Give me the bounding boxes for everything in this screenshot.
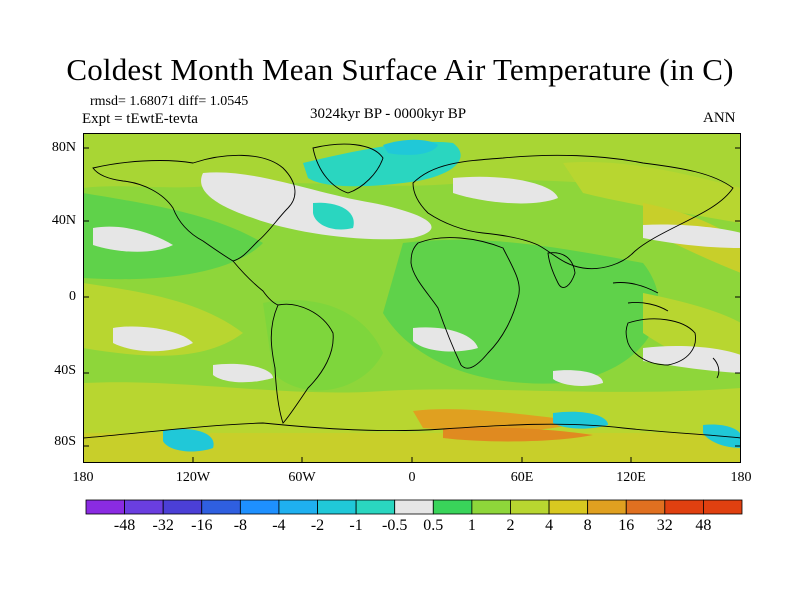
lon-label-60w: 60W (288, 470, 316, 485)
color-legend-label: 8 (583, 517, 592, 534)
color-legend-label: -16 (191, 517, 213, 534)
field-region (313, 202, 354, 230)
lat-label-0: 0 (69, 289, 76, 304)
color-legend-label: -0.5 (382, 517, 408, 534)
coastline-greenland (312, 143, 384, 194)
field-region (383, 139, 438, 155)
color-legend-swatch (201, 499, 241, 515)
color-legend-swatch (548, 499, 589, 515)
color-legend-label: 32 (656, 517, 673, 534)
field-region (413, 327, 478, 352)
lat-label-40s: 40S (54, 363, 76, 378)
tick-marks (83, 147, 741, 463)
lon-label-180e: 180 (730, 470, 752, 485)
field-region (213, 363, 273, 383)
coastlines (83, 143, 741, 439)
coastline-eurasia (412, 154, 734, 270)
color-legend (85, 499, 743, 515)
color-legend-label: 2 (506, 517, 515, 534)
lon-label-60e: 60E (510, 470, 534, 485)
coastline-antarctica (83, 422, 741, 439)
color-legend-label: -1 (349, 517, 363, 534)
coastline-india (547, 252, 576, 288)
color-legend-label: 0.5 (423, 517, 444, 534)
field-region (93, 226, 173, 252)
color-legend-swatch (355, 499, 396, 515)
lon-label-180w: 180 (72, 470, 94, 485)
field-region (163, 428, 214, 452)
field-region (263, 300, 383, 391)
coastline-central-america (232, 260, 279, 306)
color-legend-swatch (85, 499, 125, 515)
color-legend-swatch (625, 499, 666, 515)
season-label: ANN (703, 110, 736, 126)
field-region (113, 326, 193, 352)
experiment-label: Expt = tEwtE-tevta (82, 111, 198, 127)
color-legend-label: 48 (695, 517, 712, 534)
field-region (553, 370, 603, 386)
coastline-south-america (270, 303, 334, 424)
field-region (443, 427, 593, 442)
color-legend-swatch (278, 499, 318, 515)
rmsd-stats: rmsd= 1.68071 diff= 1.0545 (90, 94, 249, 109)
lon-label-120w: 120W (175, 470, 211, 485)
field-region (83, 193, 263, 280)
lon-label-120e: 120E (616, 470, 646, 485)
temperature-map (83, 133, 741, 463)
field-region (563, 162, 741, 223)
color-legend-label: -48 (113, 517, 136, 534)
coastline-new-zealand (712, 357, 720, 379)
color-legend-swatch (394, 499, 434, 515)
color-legend-label: 4 (545, 517, 554, 534)
field-region (83, 433, 741, 463)
coastline-north-america (92, 154, 296, 262)
color-legend-swatch (510, 499, 550, 515)
lat-label-80n: 80N (51, 140, 76, 155)
field-region (453, 176, 558, 204)
color-legend-swatch (432, 499, 473, 515)
color-legend-swatch (703, 499, 743, 515)
color-legend-swatch (317, 499, 357, 515)
coastline-australia (625, 318, 696, 366)
color-legend-swatch (471, 499, 511, 515)
coastline-se-asia (627, 302, 669, 312)
lon-label-0: 0 (408, 470, 416, 485)
color-legend-swatch (587, 499, 627, 515)
field-region (643, 345, 741, 373)
period-label: 3024kyr BP - 0000kyr BP (310, 106, 467, 122)
lat-label-40n: 40N (51, 213, 76, 228)
color-legend-swatch (124, 499, 164, 515)
color-legend-label: -8 (233, 517, 248, 534)
color-legend-swatch (664, 499, 704, 515)
coastline-africa (410, 237, 520, 369)
color-legend-swatch (239, 499, 280, 515)
color-legend-label: -4 (272, 517, 286, 534)
field-region (413, 409, 583, 432)
color-legend-label: 1 (467, 517, 476, 534)
color-legend-swatch (162, 499, 203, 515)
color-legend-label: -2 (310, 517, 325, 534)
color-legend-label: 16 (618, 517, 635, 534)
map-title: Coldest Month Mean Surface Air Temperatu… (66, 52, 734, 87)
coastline-se-asia (612, 282, 659, 294)
lat-label-80s: 80S (54, 434, 76, 449)
color-legend-label: -32 (152, 517, 174, 534)
